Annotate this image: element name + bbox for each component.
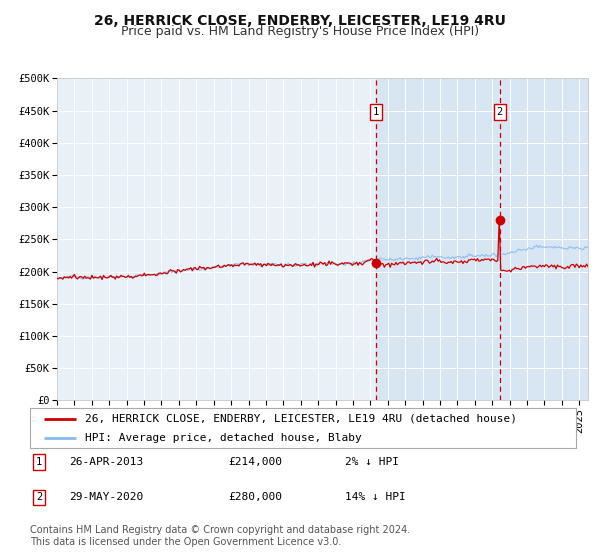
Text: 1: 1 [36, 457, 42, 467]
Text: HPI: Average price, detached house, Blaby: HPI: Average price, detached house, Blab… [85, 433, 361, 443]
Text: 26, HERRICK CLOSE, ENDERBY, LEICESTER, LE19 4RU (detached house): 26, HERRICK CLOSE, ENDERBY, LEICESTER, L… [85, 414, 517, 424]
Text: 26, HERRICK CLOSE, ENDERBY, LEICESTER, LE19 4RU: 26, HERRICK CLOSE, ENDERBY, LEICESTER, L… [94, 14, 506, 28]
Text: 2% ↓ HPI: 2% ↓ HPI [345, 457, 399, 467]
Text: 29-MAY-2020: 29-MAY-2020 [69, 492, 143, 502]
Text: 1: 1 [373, 107, 379, 117]
Text: 2: 2 [496, 107, 503, 117]
Text: Price paid vs. HM Land Registry's House Price Index (HPI): Price paid vs. HM Land Registry's House … [121, 25, 479, 38]
Text: 2: 2 [36, 492, 42, 502]
Bar [376, 78, 600, 400]
Text: £214,000: £214,000 [228, 457, 282, 467]
Text: 26-APR-2013: 26-APR-2013 [69, 457, 143, 467]
Text: 14% ↓ HPI: 14% ↓ HPI [345, 492, 406, 502]
Text: Contains HM Land Registry data © Crown copyright and database right 2024.
This d: Contains HM Land Registry data © Crown c… [30, 525, 410, 547]
Text: £280,000: £280,000 [228, 492, 282, 502]
